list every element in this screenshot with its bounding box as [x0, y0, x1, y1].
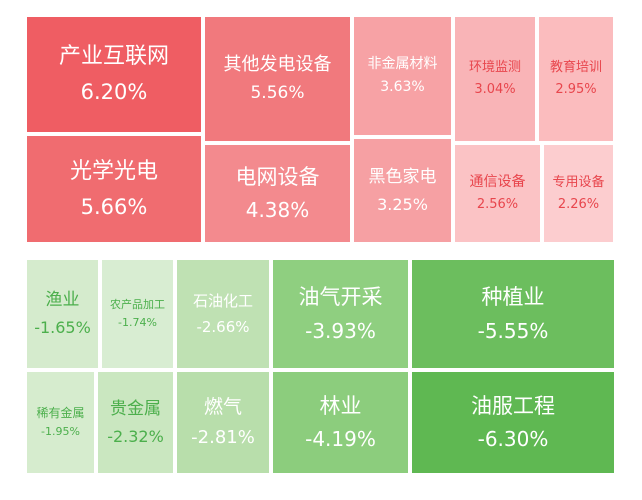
loser-tile-2[interactable]: 农产品加工 -1.74%	[102, 260, 173, 368]
tile-percent: -6.30%	[477, 427, 549, 452]
tile-label: 种植业	[481, 285, 545, 310]
tile-percent: 2.26%	[557, 196, 600, 212]
tile-label: 石油化工	[192, 292, 253, 311]
loser-tile-6[interactable]: 稀有金属 -1.95%	[27, 372, 94, 473]
gainer-tile-9[interactable]: 通信设备 2.56%	[455, 145, 540, 242]
tile-label: 燃气	[203, 396, 242, 419]
tile-label: 通信设备	[469, 174, 526, 191]
loser-tile-5[interactable]: 种植业 -5.55%	[412, 260, 614, 368]
tile-label: 非金属材料	[367, 56, 438, 73]
tile-percent: 5.56%	[250, 83, 305, 104]
tile-percent: 2.56%	[476, 197, 519, 213]
tile-percent: 3.25%	[377, 194, 428, 214]
tile-percent: -4.19%	[305, 427, 376, 452]
loser-tile-8[interactable]: 燃气 -2.81%	[177, 372, 269, 473]
loser-tile-7[interactable]: 贵金属 -2.32%	[98, 372, 173, 473]
tile-label: 油服工程	[471, 393, 555, 418]
loser-tile-1[interactable]: 渔业 -1.65%	[27, 260, 98, 368]
tile-label: 环境监测	[468, 60, 521, 76]
tile-label: 渔业	[45, 290, 80, 311]
tile-percent: -1.95%	[41, 424, 80, 438]
tile-percent: 4.38%	[245, 198, 310, 223]
tile-label: 稀有金属	[36, 406, 85, 421]
tile-label: 农产品加工	[110, 297, 165, 311]
tile-percent: 3.63%	[380, 79, 425, 95]
tile-percent: -2.66%	[196, 317, 250, 336]
loser-tile-10[interactable]: 油服工程 -6.30%	[412, 372, 614, 473]
loser-tile-4[interactable]: 油气开采 -3.93%	[273, 260, 408, 368]
loser-tile-3[interactable]: 石油化工 -2.66%	[177, 260, 269, 368]
gainer-tile-3[interactable]: 其他发电设备 5.56%	[205, 17, 350, 141]
gainer-tile-2[interactable]: 光学光电 5.66%	[27, 136, 201, 242]
tile-label: 专用设备	[552, 174, 605, 190]
gainer-tile-7[interactable]: 环境监测 3.04%	[455, 17, 535, 141]
gainer-tile-1[interactable]: 产业互联网 6.20%	[27, 17, 201, 132]
tile-percent: 3.04%	[474, 82, 516, 97]
tile-label: 光学光电	[69, 158, 158, 184]
gainer-tile-5[interactable]: 非金属材料 3.63%	[354, 17, 451, 135]
tile-label: 电网设备	[235, 164, 320, 189]
tile-label: 林业	[319, 393, 362, 418]
gainer-tile-8[interactable]: 教育培训 2.95%	[539, 17, 613, 141]
tile-label: 产业互联网	[58, 44, 169, 70]
tile-percent: 2.95%	[555, 82, 597, 97]
tile-percent: 6.20%	[80, 80, 148, 105]
tile-percent: -1.65%	[34, 318, 91, 338]
tile-label: 其他发电设备	[223, 53, 332, 75]
tile-label: 教育培训	[549, 60, 602, 76]
tile-percent: -5.55%	[477, 318, 549, 343]
gainer-tile-4[interactable]: 电网设备 4.38%	[205, 145, 350, 242]
tile-percent: -3.93%	[305, 318, 376, 343]
tile-percent: -1.74%	[118, 315, 157, 329]
loser-tile-9[interactable]: 林业 -4.19%	[273, 372, 408, 473]
tile-percent: -2.81%	[191, 426, 255, 448]
tile-label: 贵金属	[110, 398, 161, 419]
tile-label: 黑色家电	[368, 166, 437, 187]
gainer-tile-6[interactable]: 黑色家电 3.25%	[354, 139, 451, 242]
tile-percent: -2.32%	[107, 426, 164, 446]
tile-label: 油气开采	[298, 285, 383, 310]
tile-percent: 5.66%	[80, 194, 148, 219]
gainer-tile-10[interactable]: 专用设备 2.26%	[544, 145, 613, 242]
